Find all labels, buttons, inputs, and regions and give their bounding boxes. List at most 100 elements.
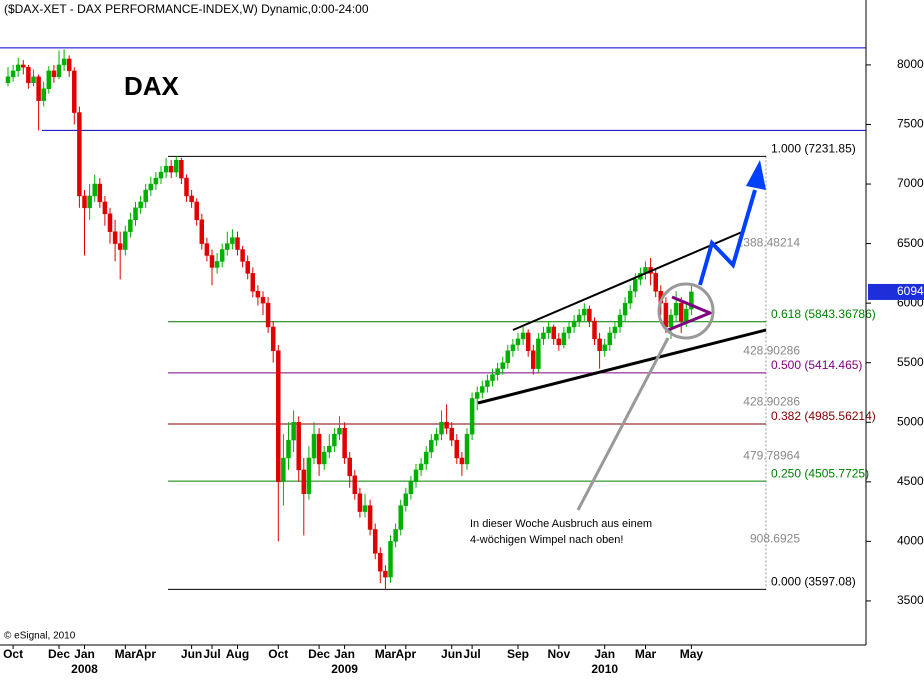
candle-body xyxy=(15,64,21,72)
candle-body xyxy=(87,195,92,209)
candle-body xyxy=(684,308,689,322)
candle-body xyxy=(388,541,393,578)
candle-body xyxy=(515,338,521,346)
fib-label: 0.382 (4985.56214) xyxy=(771,409,876,423)
candle-body xyxy=(434,433,439,441)
chart-label: DAX xyxy=(124,71,180,101)
candle-body xyxy=(316,433,322,465)
candle-body xyxy=(673,302,679,316)
candle-body xyxy=(5,76,11,84)
candle-body xyxy=(92,183,97,197)
fib-label: 1.000 (7231.85) xyxy=(771,142,856,156)
levels: 1.000 (7231.85) 0.618 (5843.36786) 0.500 (… xyxy=(0,47,876,590)
candle-body xyxy=(566,326,572,334)
candle-body xyxy=(418,463,424,471)
candle-body xyxy=(230,237,235,244)
candle-body xyxy=(270,326,276,352)
candle-body xyxy=(663,302,669,328)
candle-body xyxy=(107,213,113,232)
candle-body xyxy=(260,296,266,304)
candle-body xyxy=(276,350,281,483)
y-tick-label: 4000 xyxy=(897,534,924,548)
year-label: 2008 xyxy=(71,662,98,676)
candle-body xyxy=(622,302,628,316)
candle-body xyxy=(597,338,602,352)
x-tick-label: Aug xyxy=(226,647,249,661)
candle-body xyxy=(72,70,77,113)
candle-body xyxy=(153,177,159,185)
candle-body xyxy=(77,112,82,197)
candle-body xyxy=(138,201,143,209)
candle-body xyxy=(490,374,495,381)
candle-body xyxy=(372,529,378,554)
candle-body xyxy=(199,219,205,244)
candle-body xyxy=(41,88,46,101)
y-tick-label: 7500 xyxy=(897,117,924,131)
x-tick-label: Jun xyxy=(441,647,462,661)
candle-body xyxy=(536,338,541,369)
candle-body xyxy=(235,237,240,250)
candle-body xyxy=(265,302,271,328)
candle-body xyxy=(250,273,256,292)
trend-line-lower xyxy=(477,328,767,405)
candle-body xyxy=(219,249,225,262)
fib-gap-label: 1388.48214 xyxy=(737,235,801,249)
candle-body xyxy=(551,326,556,340)
candle-body xyxy=(429,439,434,453)
candle-body xyxy=(689,291,694,310)
x-tick-label: Apr xyxy=(135,647,156,661)
candle-body xyxy=(362,505,368,512)
candle-body xyxy=(321,451,327,465)
fib-gap-label: 479.78964 xyxy=(743,449,800,463)
fib-gap-label: 428.90286 xyxy=(743,344,800,358)
candle-body xyxy=(214,261,220,268)
highlight-circle xyxy=(657,282,715,340)
candle-body xyxy=(444,422,449,429)
candle-body xyxy=(571,320,577,328)
fib-label: 0.250 (4505.7725) xyxy=(771,466,869,480)
candle-body xyxy=(413,469,419,483)
candle-body xyxy=(281,457,286,483)
x-tick-label: Apr xyxy=(395,647,416,661)
candle-body xyxy=(117,243,123,250)
x-tick-label: May xyxy=(680,647,704,661)
candle-body xyxy=(291,422,296,441)
y-tick-label: 5000 xyxy=(897,414,924,428)
credit: © eSignal, 2010 xyxy=(4,631,76,642)
candle-body xyxy=(582,308,587,316)
candle-body xyxy=(26,67,31,84)
candle-body xyxy=(449,427,454,441)
candle-body xyxy=(46,70,52,89)
x-tick-label: Jun xyxy=(181,647,202,661)
fib-label: 0.500 (5414.465) xyxy=(771,358,862,372)
candle-body xyxy=(653,273,658,292)
y-tick-label: 3500 xyxy=(897,593,924,607)
candle-body xyxy=(617,314,623,328)
candle-body xyxy=(311,433,317,459)
candle-body xyxy=(112,231,118,244)
candle-body xyxy=(301,469,307,494)
candle-body xyxy=(556,338,562,346)
candle-body xyxy=(337,427,342,435)
projection-arrow xyxy=(698,189,757,286)
candle-body xyxy=(423,451,429,465)
candle-body xyxy=(56,64,62,78)
x-tick-label: Sep xyxy=(507,647,529,661)
candle-body xyxy=(454,439,460,459)
candle-body xyxy=(602,344,607,352)
y-tick-label: 5500 xyxy=(897,355,924,369)
candle-body xyxy=(485,380,490,387)
candle-body xyxy=(332,433,337,447)
candle-body xyxy=(61,58,67,66)
candle-body xyxy=(459,457,465,465)
fib-label: 0.618 (5843.36786) xyxy=(771,307,876,321)
candle-body xyxy=(607,332,613,346)
candle-body xyxy=(102,201,108,215)
candle-body xyxy=(668,314,674,328)
year-label: 2010 xyxy=(591,662,618,676)
candle-body xyxy=(342,427,347,459)
candle-body xyxy=(133,207,138,221)
